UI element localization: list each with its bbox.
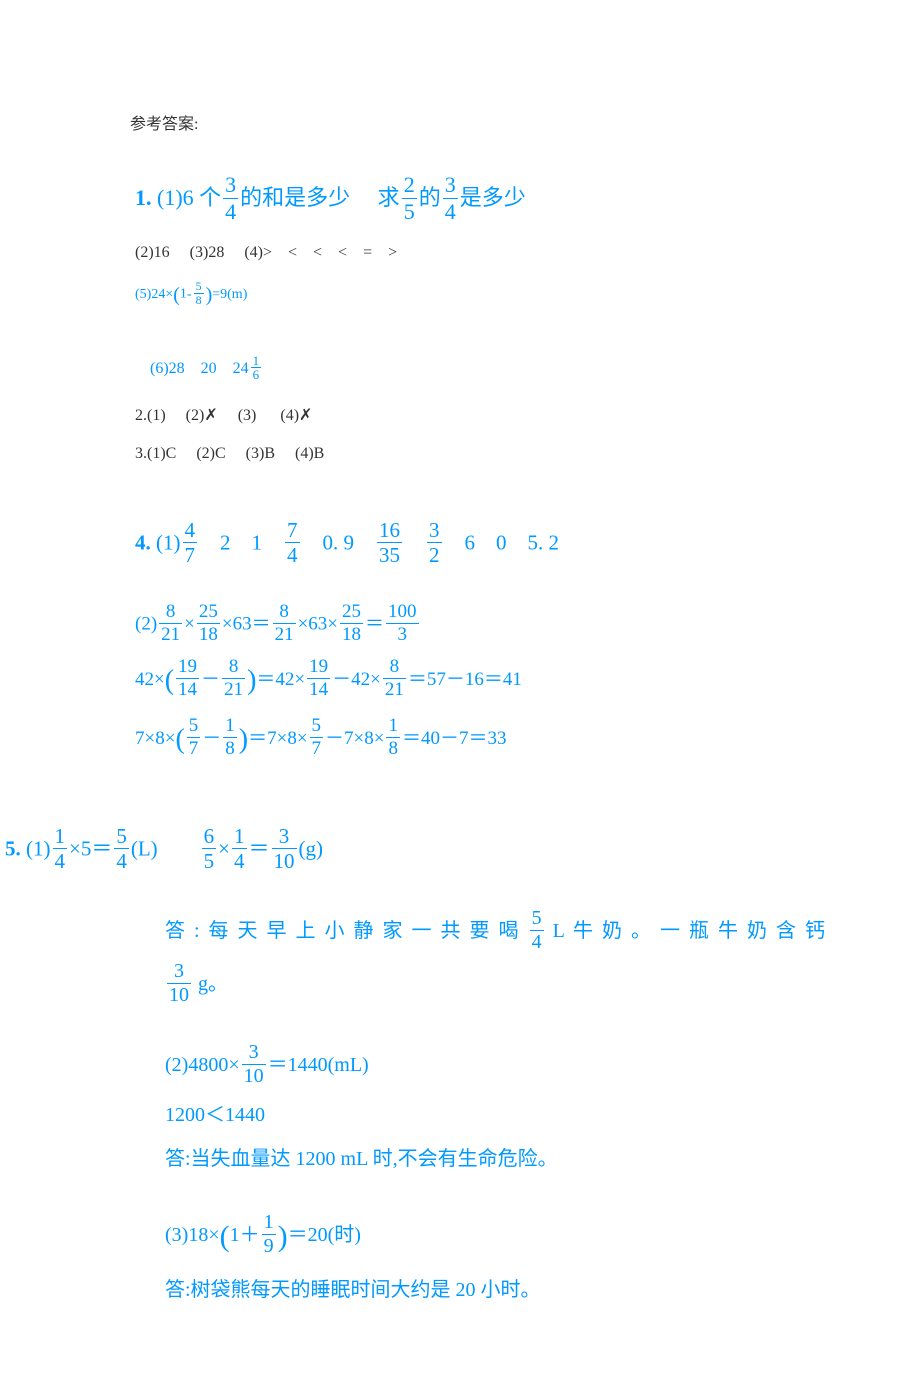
q1-p1-e: 是多少 xyxy=(460,185,526,210)
q5-label: 5. xyxy=(5,836,21,860)
q4-label: 4. xyxy=(135,530,151,554)
q1-part6: (6)28 20 2416 xyxy=(150,354,890,384)
page-title: 参考答案: xyxy=(130,110,890,140)
q1-p1-a: (1)6 个 xyxy=(157,185,221,210)
q1-p1-b: 的和是多少 xyxy=(240,185,350,210)
q4-row3: 42×(1914－821)＝42×1914－42×821＝57－16＝41 xyxy=(135,654,890,707)
q1-part2-4: (2)16 (3)28 (4)> < < < = > xyxy=(135,238,890,268)
q5-r3a: (3)18×(1＋19)＝20(时) xyxy=(165,1208,890,1265)
q1-label: 1. xyxy=(135,185,152,210)
q5-row1: 5. (1)14×5＝54(L) 65×14＝310(g) xyxy=(5,826,890,875)
q3: 3.(1)C (2)C (3)B (4)B xyxy=(135,435,890,473)
q5-r3b: 答:树袋熊每天的睡眠时间大约是 20 小时。 xyxy=(165,1271,890,1309)
q5-ans1: 答 : 每 天 早 上 小 静 家 一 共 要 喝 54 L 牛 奶 。 一 瓶… xyxy=(165,909,890,956)
q4-row4: 7×8×(57－18)＝7×8×57－7×8×18＝40－7＝33 xyxy=(135,713,890,766)
q1-part5: (5)24×(1-58)=9(m) xyxy=(135,276,890,314)
q5-r2c: 答:当失血量达 1200 mL 时,不会有生命危险。 xyxy=(165,1140,890,1178)
q4-row1: 4. (1)47 2 1 74 0. 9 1635 32 6 0 5. 2 xyxy=(135,520,890,569)
q5-r2a: (2)4800×310＝1440(mL) xyxy=(165,1043,890,1090)
q1-p1-d: 的 xyxy=(419,185,441,210)
q5-r2b: 1200＜1440 xyxy=(165,1096,890,1134)
q1-p1-c: 求 xyxy=(378,185,400,210)
q1-part1: 1. (1)6 个34的和是多少 求25的34是多少 xyxy=(135,174,890,226)
q4-row2: (2)821×2518×63＝821×63×2518＝1003 xyxy=(135,603,890,648)
q2: 2.(1) (2)✗ (3) (4)✗ xyxy=(135,397,890,435)
q5-ans1b: 310 g。 xyxy=(165,962,890,1009)
answer-page: 参考答案: 1. (1)6 个34的和是多少 求25的34是多少 (2)16 (… xyxy=(0,0,920,1375)
